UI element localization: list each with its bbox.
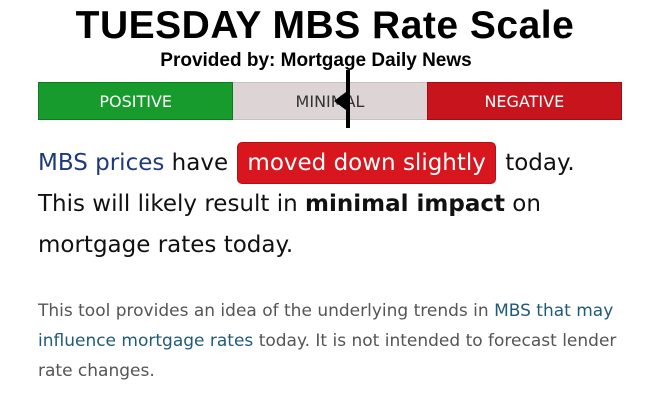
scale-segment-positive: POSITIVE bbox=[38, 82, 234, 120]
mbs-summary: MBS prices have moved down slightly toda… bbox=[38, 142, 628, 266]
summary-text-2: today. This will likely result in bbox=[38, 150, 575, 217]
summary-text-1: have bbox=[164, 150, 236, 176]
mbs-prices-link[interactable]: MBS prices bbox=[38, 150, 165, 176]
provider-subtitle: Provided by: Mortgage Daily News bbox=[160, 50, 472, 71]
scale-indicator-needle bbox=[345, 70, 350, 128]
summary-text-3: on mortgage rates today. bbox=[38, 191, 541, 258]
page-title: TUESDAY MBS Rate Scale bbox=[75, 4, 575, 47]
rate-scale-bar: POSITIVE MINIMAL NEGATIVE bbox=[38, 82, 622, 120]
scale-segment-minimal: MINIMAL bbox=[233, 82, 427, 120]
impact-text: minimal impact bbox=[305, 191, 505, 217]
note-text-1: This tool provides an idea of the underl… bbox=[38, 301, 495, 321]
scale-indicator-arrow-icon bbox=[333, 92, 346, 110]
movement-badge: moved down slightly bbox=[237, 142, 496, 184]
note-text-2: today. It is not intended to forecast le… bbox=[38, 331, 617, 381]
scale-segment-negative: NEGATIVE bbox=[426, 82, 622, 120]
mbs-trends-link[interactable]: MBS that may influence mortgage rates bbox=[38, 301, 614, 351]
disclaimer-note: This tool provides an idea of the underl… bbox=[38, 296, 628, 386]
